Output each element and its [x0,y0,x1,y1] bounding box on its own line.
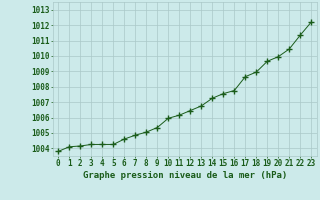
X-axis label: Graphe pression niveau de la mer (hPa): Graphe pression niveau de la mer (hPa) [83,171,287,180]
